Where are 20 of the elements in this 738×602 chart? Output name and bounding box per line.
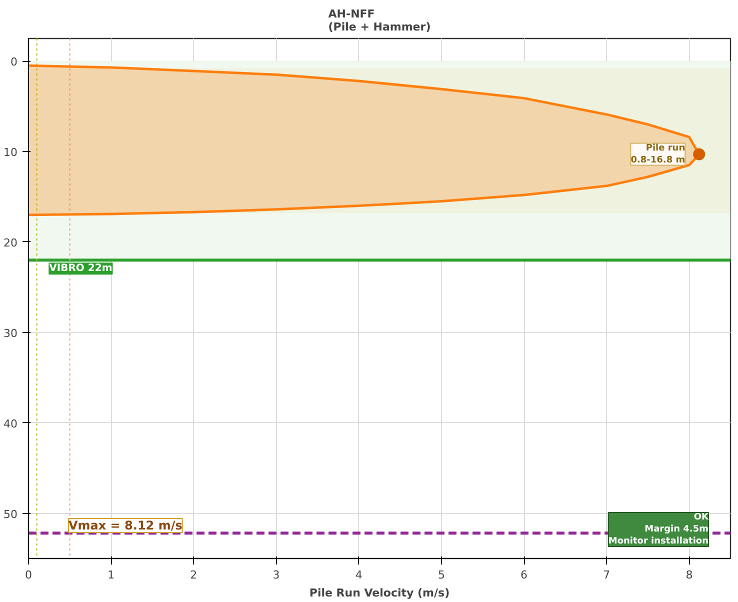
annotation: Pile run 0.8-16.8 m xyxy=(630,143,686,166)
x-tick-label: 1 xyxy=(108,568,115,582)
x-tick-label: 4 xyxy=(355,568,362,582)
chart-title: AH-NFF (Pile + Hammer) xyxy=(328,8,431,34)
x-tick-label: 5 xyxy=(438,568,445,582)
y-tick-label: 10 xyxy=(4,146,18,160)
y-tick-label: 40 xyxy=(4,417,18,430)
x-tick-label: 2 xyxy=(190,568,198,582)
annotation: OK Margin 4.5m Monitor installation xyxy=(608,512,710,546)
y-tick-label: 20 xyxy=(4,236,18,250)
y-tick-label: 0 xyxy=(10,56,18,69)
x-axis-title: Pile Run Velocity (m/s) xyxy=(309,586,450,600)
x-tick-label: 7 xyxy=(603,568,610,582)
x-tick-label: 0 xyxy=(25,568,32,582)
y-tick-label: 50 xyxy=(4,508,18,521)
y-tick-label: 30 xyxy=(4,326,18,340)
x-tick-label: 8 xyxy=(686,568,693,582)
ref-line-label: VIBRO 22m xyxy=(49,263,112,274)
x-tick-label: 6 xyxy=(520,568,528,582)
x-tick-label: 3 xyxy=(272,568,280,582)
